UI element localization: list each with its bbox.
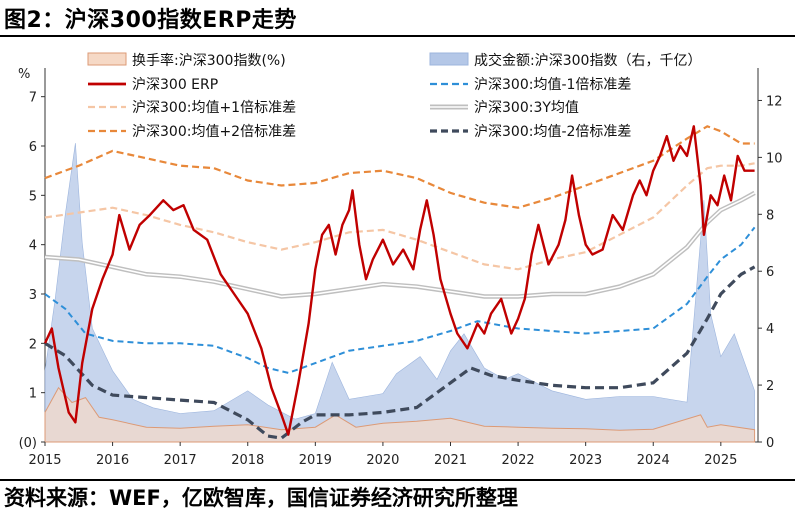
x-tick-label: 2024 (637, 453, 670, 468)
legend-swatch-volume (429, 52, 469, 66)
line-series (43, 125, 756, 440)
x-tick-label: 2022 (502, 453, 535, 468)
left-tick-label: 4 (29, 239, 37, 254)
series-rolling3y-outer (44, 190, 756, 299)
legend-label-volume: 成交金额:沪深300指数（右，千亿） (474, 52, 701, 69)
right-tick-label: 2 (766, 379, 774, 394)
source-note: 资料来源：WEF，亿欧智库，国信证券经济研究所整理 (4, 486, 518, 510)
legend-swatch-turnover (87, 52, 127, 66)
series-rolling3y-inner (44, 192, 755, 298)
series-mean-minus1-line (44, 226, 756, 374)
right-tick-label: 4 (766, 322, 774, 337)
series-turnover-area (44, 386, 756, 443)
right-tick-label: 8 (766, 208, 774, 223)
left-tick-label: 7 (29, 91, 37, 106)
area-series (44, 143, 756, 443)
legend-label-rolling3y: 沪深300:3Y均值 (474, 100, 579, 116)
series-erp-line (43, 125, 755, 436)
legend-label-turnover: 换手率:沪深300指数(%) (132, 52, 286, 69)
left-tick-label: 1 (29, 387, 37, 402)
left-tick-label: 6 (29, 140, 37, 155)
right-tick-label: 6 (766, 265, 774, 280)
x-tick-label: 2021 (434, 453, 467, 468)
legend: 换手率:沪深300指数(%) 成交金额:沪深300指数（右，千亿） 沪深300 ER… (87, 52, 701, 140)
x-tick-label: 2023 (569, 453, 602, 468)
series-volume-area (44, 143, 755, 443)
legend-label-mean-plus2: 沪深300:均值+2倍标准差 (132, 124, 296, 140)
left-tick-label: (0) (19, 436, 37, 451)
legend-label-mean-plus1: 沪深300:均值+1倍标准差 (132, 100, 296, 116)
legend-label-mean-minus2: 沪深300:均值-2倍标准差 (474, 124, 631, 140)
legend-label-erp: 沪深300 ERP (132, 77, 218, 93)
x-tick-label: 2020 (366, 453, 399, 468)
top-rule (0, 35, 795, 37)
left-tick-label: 2 (29, 337, 37, 352)
series-mean-plus1-line (44, 162, 755, 271)
x-tick-label: 2015 (28, 453, 61, 468)
page-title: 图2：沪深300指数ERP走势 (4, 8, 297, 33)
left-tick-label: 5 (29, 189, 37, 204)
right-tick-label: 10 (766, 151, 783, 166)
x-tick-label: 2017 (164, 453, 197, 468)
x-tick-label: 2025 (704, 453, 737, 468)
right-tick-label: 12 (766, 94, 783, 109)
left-axis-unit: % (18, 67, 30, 82)
right-tick-label: 0 (766, 436, 774, 451)
bottom-rule (0, 479, 795, 481)
x-tick-label: 2018 (231, 453, 264, 468)
legend-label-mean-minus1: 沪深300:均值-1倍标准差 (474, 77, 631, 93)
left-tick-label: 3 (29, 288, 37, 303)
x-tick-label: 2019 (299, 453, 332, 468)
x-tick-label: 2016 (96, 453, 129, 468)
